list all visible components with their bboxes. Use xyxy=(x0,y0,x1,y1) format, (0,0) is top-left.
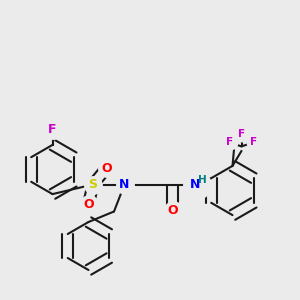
Text: O: O xyxy=(83,197,94,211)
Text: O: O xyxy=(101,161,112,175)
Text: F: F xyxy=(226,137,233,147)
Text: F: F xyxy=(250,137,257,147)
Text: N: N xyxy=(190,178,200,191)
Text: O: O xyxy=(167,203,178,217)
Text: F: F xyxy=(238,129,245,140)
Text: F: F xyxy=(48,123,57,136)
Text: H: H xyxy=(197,175,206,185)
Text: N: N xyxy=(119,178,130,191)
Text: S: S xyxy=(88,178,98,191)
